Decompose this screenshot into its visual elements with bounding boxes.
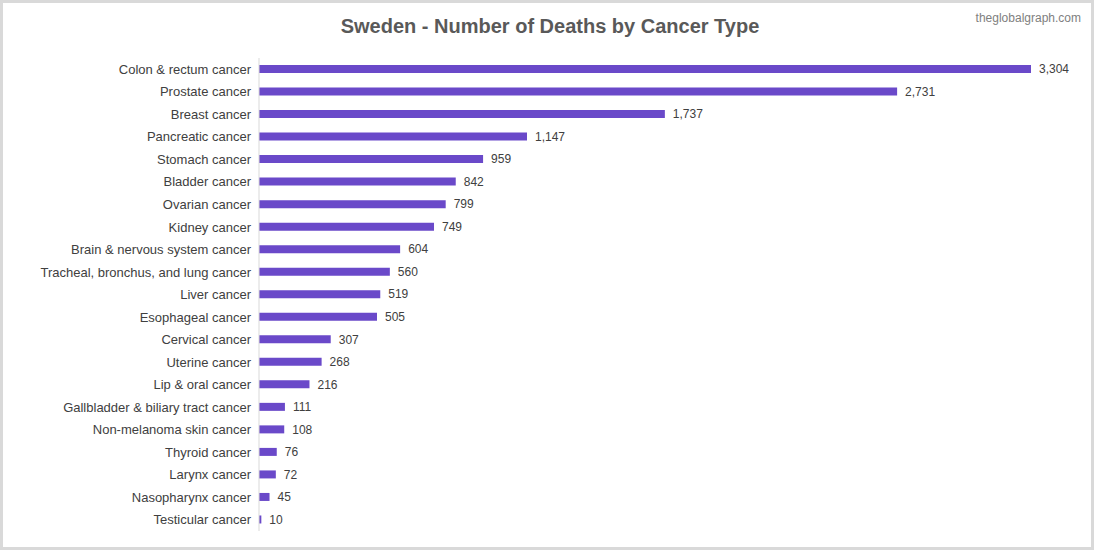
- svg-text:1,147: 1,147: [535, 130, 565, 144]
- svg-text:Uterine cancer: Uterine cancer: [166, 355, 251, 370]
- svg-text:111: 111: [293, 400, 312, 414]
- svg-text:Liver cancer: Liver cancer: [180, 287, 251, 302]
- svg-text:Larynx cancer: Larynx cancer: [169, 467, 251, 482]
- svg-text:108: 108: [292, 423, 312, 437]
- svg-text:Brain & nervous system cancer: Brain & nervous system cancer: [71, 242, 252, 257]
- html-text:theglobalgraph.com: theglobalgraph.com: [975, 11, 1081, 25]
- svg-text:Pancreatic cancer: Pancreatic cancer: [147, 129, 252, 144]
- svg-text:3,304: 3,304: [1039, 62, 1069, 76]
- svg-text:560: 560: [398, 265, 418, 279]
- svg-text:Breast cancer: Breast cancer: [171, 107, 252, 122]
- svg-text:519: 519: [388, 287, 408, 301]
- svg-text:1,737: 1,737: [673, 107, 703, 121]
- svg-text:Esophageal cancer: Esophageal cancer: [140, 310, 252, 325]
- svg-text:Lip & oral cancer: Lip & oral cancer: [153, 377, 251, 392]
- svg-text:Kidney cancer: Kidney cancer: [169, 220, 252, 235]
- svg-text:Testicular cancer: Testicular cancer: [153, 512, 251, 527]
- svg-text:Nasopharynx cancer: Nasopharynx cancer: [132, 490, 252, 505]
- svg-text:45: 45: [278, 490, 292, 504]
- svg-text:749: 749: [442, 220, 462, 234]
- svg-text:307: 307: [339, 333, 359, 347]
- svg-text:Stomach cancer: Stomach cancer: [157, 152, 252, 167]
- svg-text:Colon & rectum cancer: Colon & rectum cancer: [119, 62, 252, 77]
- svg-text:505: 505: [385, 310, 405, 324]
- svg-text:Prostate cancer: Prostate cancer: [160, 84, 252, 99]
- svg-text:604: 604: [408, 242, 428, 256]
- svg-text:Bladder cancer: Bladder cancer: [164, 174, 252, 189]
- svg-text:10: 10: [269, 513, 283, 527]
- svg-text:Ovarian cancer: Ovarian cancer: [163, 197, 252, 212]
- svg-text:216: 216: [317, 378, 337, 392]
- svg-text:268: 268: [330, 355, 350, 369]
- svg-text:Tracheal, bronchus, and lung c: Tracheal, bronchus, and lung cancer: [40, 265, 251, 280]
- svg-text:Gallbladder & biliary tract ca: Gallbladder & biliary tract cancer: [63, 400, 252, 415]
- svg-text:959: 959: [491, 152, 511, 166]
- svg-text:76: 76: [285, 445, 299, 459]
- svg-text:Thyroid cancer: Thyroid cancer: [165, 445, 252, 460]
- svg-text:72: 72: [284, 468, 298, 482]
- svg-text:842: 842: [464, 175, 484, 189]
- svg-text:799: 799: [454, 197, 474, 211]
- html-text:Sweden - Number of Deaths by C: Sweden - Number of Deaths by Cancer Type: [340, 15, 760, 37]
- svg-text:Cervical cancer: Cervical cancer: [161, 332, 251, 347]
- svg-text:2,731: 2,731: [905, 85, 935, 99]
- svg-text:Non-melanoma skin cancer: Non-melanoma skin cancer: [93, 422, 252, 437]
